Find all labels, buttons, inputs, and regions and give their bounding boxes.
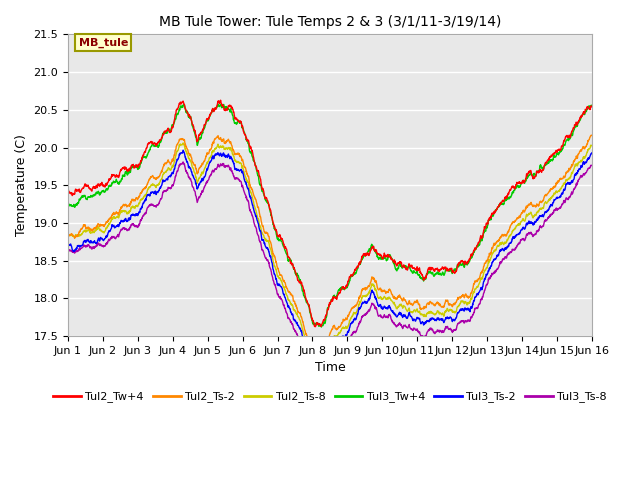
Text: MB_tule: MB_tule bbox=[79, 37, 128, 48]
Legend: Tul2_Tw+4, Tul2_Ts-2, Tul2_Ts-8, Tul3_Tw+4, Tul3_Ts-2, Tul3_Ts-8: Tul2_Tw+4, Tul2_Ts-2, Tul2_Ts-8, Tul3_Tw… bbox=[49, 387, 611, 407]
Y-axis label: Temperature (C): Temperature (C) bbox=[15, 134, 28, 236]
Title: MB Tule Tower: Tule Temps 2 & 3 (3/1/11-3/19/14): MB Tule Tower: Tule Temps 2 & 3 (3/1/11-… bbox=[159, 15, 501, 29]
X-axis label: Time: Time bbox=[315, 361, 346, 374]
